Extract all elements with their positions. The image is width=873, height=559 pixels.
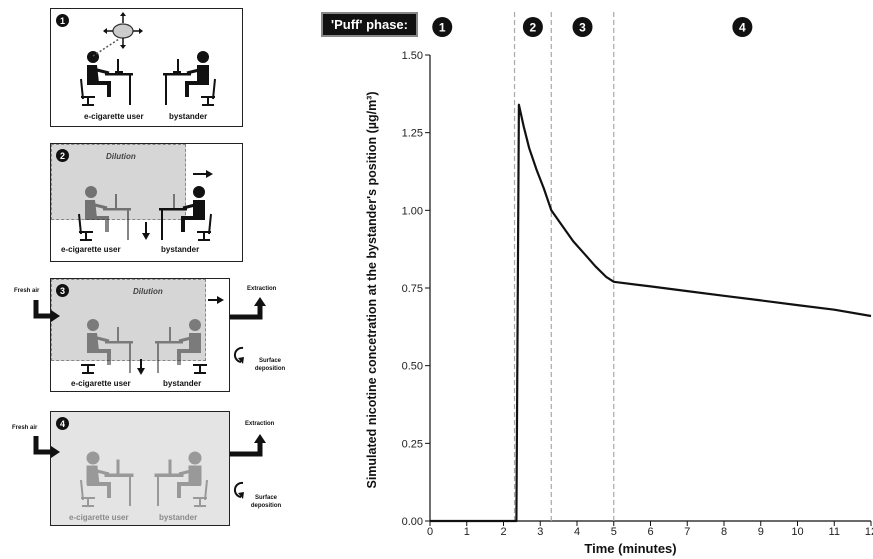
- curved-arrow-icon: [233, 481, 244, 499]
- x-tick-label: 3: [537, 526, 543, 538]
- panel-number-badge: 3: [56, 284, 69, 297]
- phase-badge-label: 3: [579, 21, 586, 35]
- arrow-right-icon: [193, 170, 213, 178]
- scenario-panel-2: 2 Dilution e-cigarette user bystander: [50, 143, 243, 262]
- surface-deposition-label: Surface deposition: [250, 495, 282, 509]
- y-tick-label: 0.75: [402, 283, 423, 295]
- curved-arrow-icon: [233, 346, 244, 364]
- x-tick-label: 7: [684, 526, 690, 538]
- person-at-desk-icon: [159, 186, 212, 241]
- phase-badge: [732, 17, 753, 37]
- arrow-down-icon: [137, 359, 145, 375]
- scenario-panel-1: 1 e-cigarette user bystander: [50, 8, 243, 127]
- y-tick-label: 1.50: [402, 50, 423, 62]
- x-axis-label: Time (minutes): [584, 541, 676, 556]
- bystander-label: bystander: [159, 513, 198, 522]
- phase-badge: [522, 17, 543, 37]
- arrow-right-icon: [208, 296, 224, 304]
- person-at-desk-icon: [81, 319, 133, 374]
- bystander-label: bystander: [163, 379, 202, 388]
- x-tick-label: 1: [464, 526, 470, 538]
- e-cigarette-user-label: e-cigarette user: [69, 513, 129, 522]
- x-tick-label: 12: [865, 526, 873, 538]
- phase-badge: [432, 17, 453, 37]
- arrow-down-icon: [142, 222, 150, 240]
- y-tick-label: 0.25: [402, 438, 423, 450]
- aerosol-cloud-icon: [103, 12, 143, 49]
- elbow-arrow-icon: [33, 436, 60, 458]
- y-tick-label: 0.00: [402, 516, 423, 528]
- e-cigarette-user-label: e-cigarette user: [71, 379, 131, 388]
- phase-badge-label: 1: [439, 21, 446, 35]
- dilution-zone: [51, 144, 186, 220]
- fresh-air-label: Fresh air: [12, 425, 38, 431]
- extraction-label: Extraction: [245, 421, 275, 427]
- x-tick-label: 6: [647, 526, 653, 538]
- dilution-label: Dilution: [106, 152, 136, 161]
- x-tick-label: 8: [721, 526, 727, 538]
- surface-deposition-label: Surface deposition: [254, 358, 286, 372]
- y-tick-label: 1.25: [402, 128, 423, 140]
- extraction-label: Extraction: [247, 286, 277, 292]
- person-at-desk-icon: [80, 451, 134, 507]
- y-axis-label: Simulated nicotine concetration at the b…: [365, 91, 379, 488]
- y-tick-label: 1.00: [402, 205, 423, 217]
- y-tick-label: 0.50: [402, 361, 423, 373]
- x-tick-label: 4: [574, 526, 580, 538]
- person-at-desk-icon: [155, 319, 207, 374]
- panel-number-badge: 1: [56, 14, 69, 27]
- phase-badge-label: 2: [530, 21, 537, 35]
- person-at-desk-icon: [78, 186, 131, 241]
- panel-number-badge: 4: [56, 417, 69, 430]
- panel-number-badge: 2: [56, 149, 69, 162]
- person-at-desk-icon: [154, 451, 208, 507]
- bystander-label: bystander: [161, 245, 200, 254]
- x-tick-label: 5: [611, 526, 617, 538]
- smoke-trail-icon: [92, 38, 120, 57]
- person-at-desk-icon: [80, 51, 133, 106]
- phase-badge: [572, 17, 593, 37]
- elbow-arrow-icon: [230, 297, 266, 320]
- person-at-desk-icon: [163, 51, 216, 106]
- phase-badge-label: 4: [739, 21, 746, 35]
- scenario-panel-3: 3 Dilution e-cigarette user bystander: [50, 278, 230, 392]
- fresh-air-label: Fresh air: [14, 288, 40, 294]
- x-tick-label: 9: [758, 526, 764, 538]
- x-tick-label: 11: [829, 526, 840, 538]
- e-cigarette-user-label: e-cigarette user: [84, 112, 144, 121]
- x-tick-label: 2: [500, 526, 506, 538]
- x-tick-label: 0: [427, 526, 433, 538]
- concentration-series-line: [430, 103, 872, 523]
- elbow-arrow-icon: [230, 434, 266, 457]
- bystander-label: bystander: [169, 112, 208, 121]
- e-cigarette-user-label: e-cigarette user: [61, 245, 121, 254]
- puff-phase-label: 'Puff' phase:: [321, 12, 418, 37]
- dilution-label: Dilution: [133, 287, 163, 296]
- elbow-arrow-icon: [33, 300, 60, 322]
- scenario-panel-4: 4 e-cigarette user bystander: [50, 411, 230, 526]
- x-tick-label: 10: [791, 526, 803, 538]
